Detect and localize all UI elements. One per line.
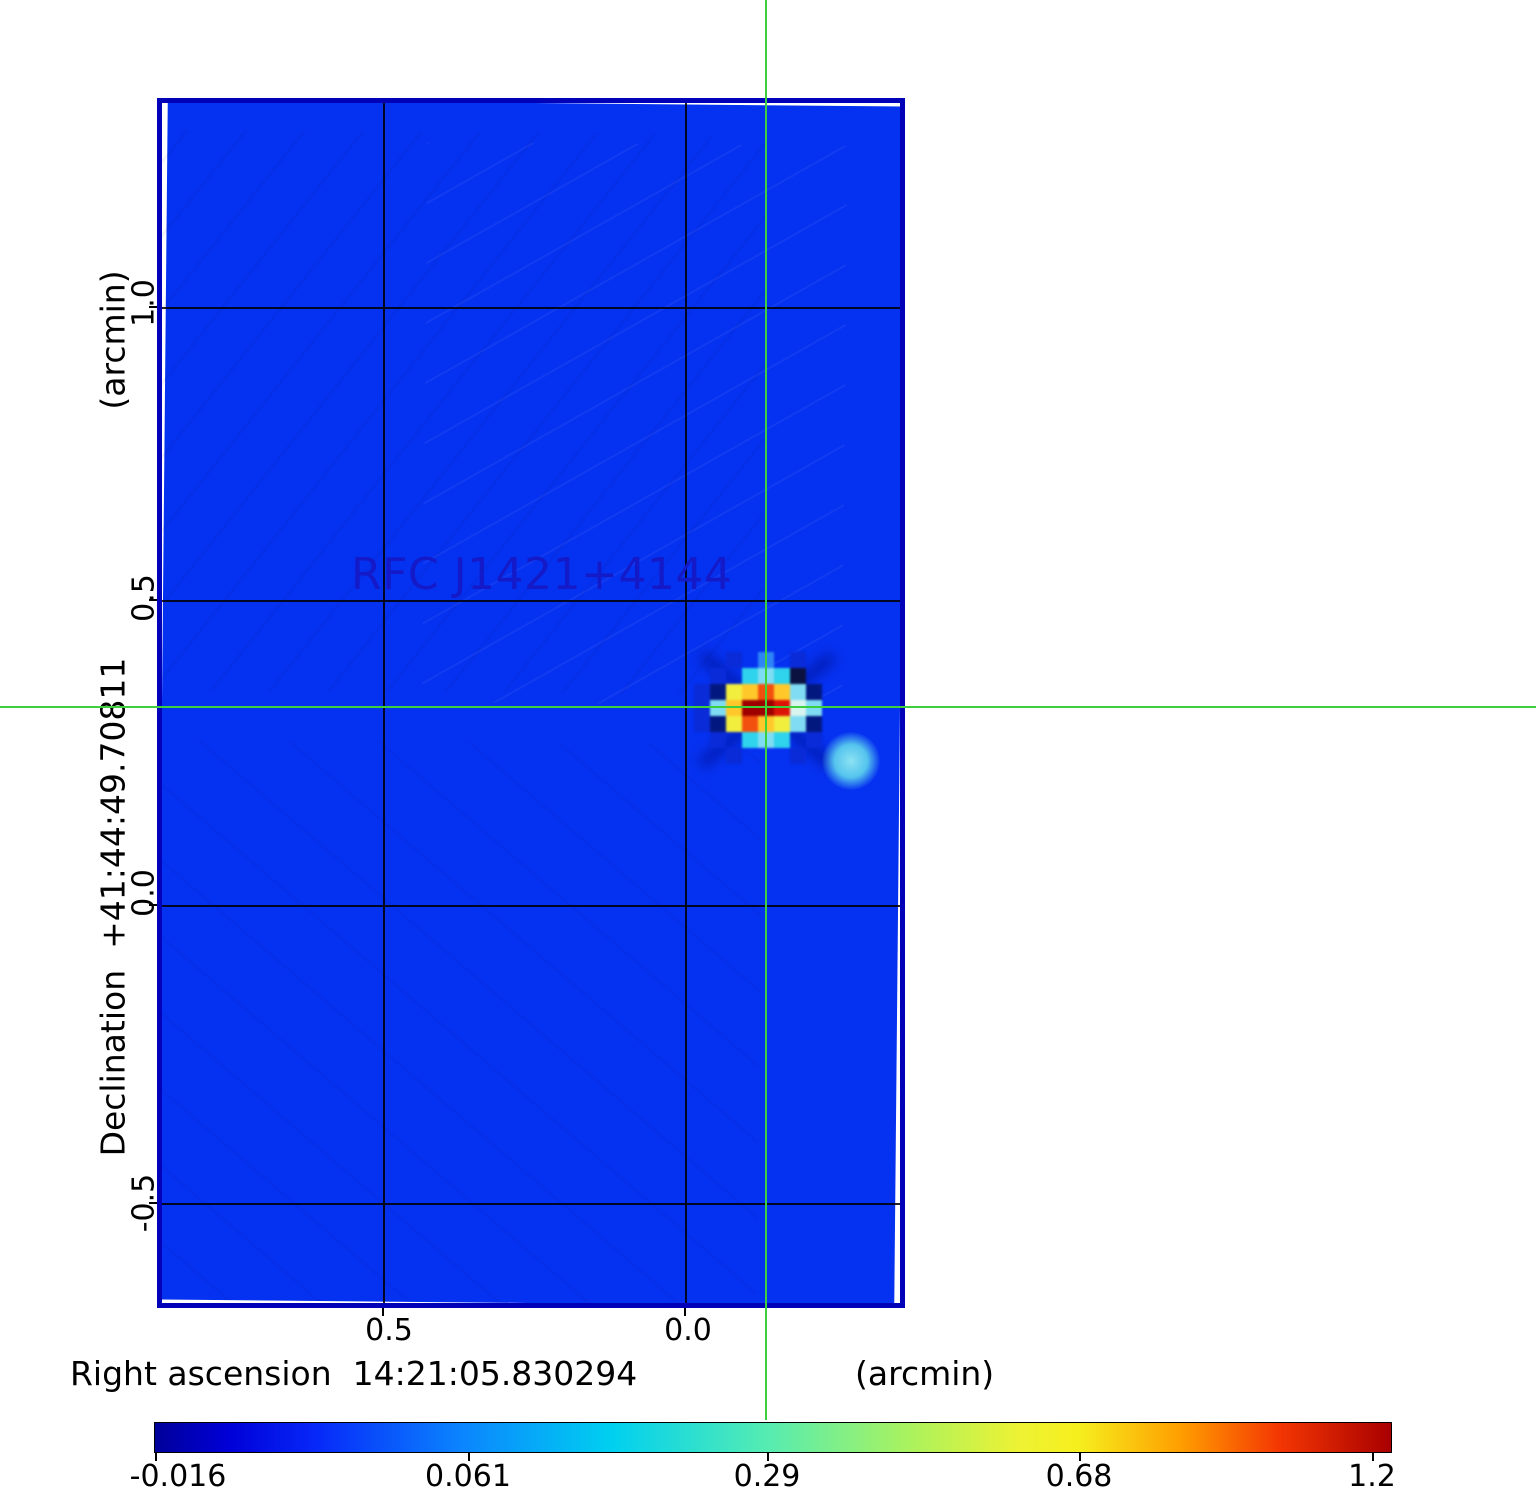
grid-line-ra-0p5: [383, 103, 385, 1303]
grid-line-dec-1p0: [162, 307, 900, 309]
colorbar-tick-label: 0.29: [733, 1459, 801, 1494]
source-pixel: [774, 716, 790, 732]
source-pixel: [742, 700, 758, 716]
source-name-overlay: RFC J1421+4144: [351, 549, 733, 600]
colorbar-tick-label: 1.2: [1348, 1459, 1396, 1494]
source-pixel: [694, 684, 710, 700]
source-pixel: [742, 684, 758, 700]
source-pixel: [742, 732, 758, 748]
source-pixel: [806, 732, 822, 748]
colorbar-tick-mark: [468, 1453, 470, 1461]
source-pixel: [710, 716, 726, 732]
source-pixel: [774, 700, 790, 716]
colorbar-tick-mark: [155, 1453, 157, 1461]
source-pixel: [742, 716, 758, 732]
secondary-component: [822, 732, 880, 790]
y-tick-mark: [149, 904, 157, 906]
source-pixel: [790, 652, 806, 668]
source-pixel: [710, 684, 726, 700]
source-pixel: [790, 716, 806, 732]
colorbar-tick-mark: [767, 1453, 769, 1461]
source-pixel: [790, 748, 806, 764]
grid-line-ra-0p0: [685, 103, 687, 1303]
source-pixel: [790, 668, 806, 684]
source-pixel: [790, 684, 806, 700]
source-pixel: [710, 668, 726, 684]
source-pixel: [806, 684, 822, 700]
source-pixel: [726, 700, 742, 716]
x-tick-label-0p5: 0.5: [365, 1313, 413, 1348]
source-pixel: [726, 748, 742, 764]
colorbar-tick-label: 0.061: [425, 1459, 511, 1494]
x-tick-label-0p0: 0.0: [664, 1313, 712, 1348]
source-pixel: [774, 684, 790, 700]
source-pixel: [726, 652, 742, 668]
y-tick-mark: [149, 599, 157, 601]
image-artifact-streaks: [422, 141, 848, 706]
crosshair-horizontal-line: [0, 706, 1536, 708]
y-tick-mark: [149, 306, 157, 308]
source-pixel: [774, 668, 790, 684]
crosshair-vertical-line: [765, 0, 767, 1420]
grid-line-dec-0p5: [162, 600, 900, 602]
grid-line-dec-0p0: [162, 905, 900, 907]
image-artifact-streaks: [162, 739, 762, 1303]
colorbar-tick-label: 0.68: [1045, 1459, 1113, 1494]
source-pixel: [710, 732, 726, 748]
source-pixel: [726, 684, 742, 700]
x-tick-mark: [382, 1308, 384, 1316]
source-pixel: [710, 700, 726, 716]
x-tick-mark: [684, 1308, 686, 1316]
source-pixel: [694, 700, 710, 716]
x-axis-label: Right ascension 14:21:05.830294: [70, 1354, 638, 1393]
grid-line-dec-m0p5: [162, 1203, 900, 1205]
colorbar-tick-mark: [1079, 1453, 1081, 1461]
source-pixel: [774, 732, 790, 748]
y-tick-mark: [149, 1202, 157, 1204]
source-pixel: [806, 700, 822, 716]
source-pixel: [806, 716, 822, 732]
x-axis-unit-label: (arcmin): [855, 1354, 995, 1393]
source-pixel: [742, 668, 758, 684]
colorbar-gradient: [154, 1422, 1392, 1453]
colorbar-tick-label: -0.016: [129, 1459, 227, 1494]
source-pixel: [726, 716, 742, 732]
source-pixel: [790, 700, 806, 716]
colorbar-tick-mark: [1372, 1453, 1374, 1461]
source-pixel: [694, 716, 710, 732]
